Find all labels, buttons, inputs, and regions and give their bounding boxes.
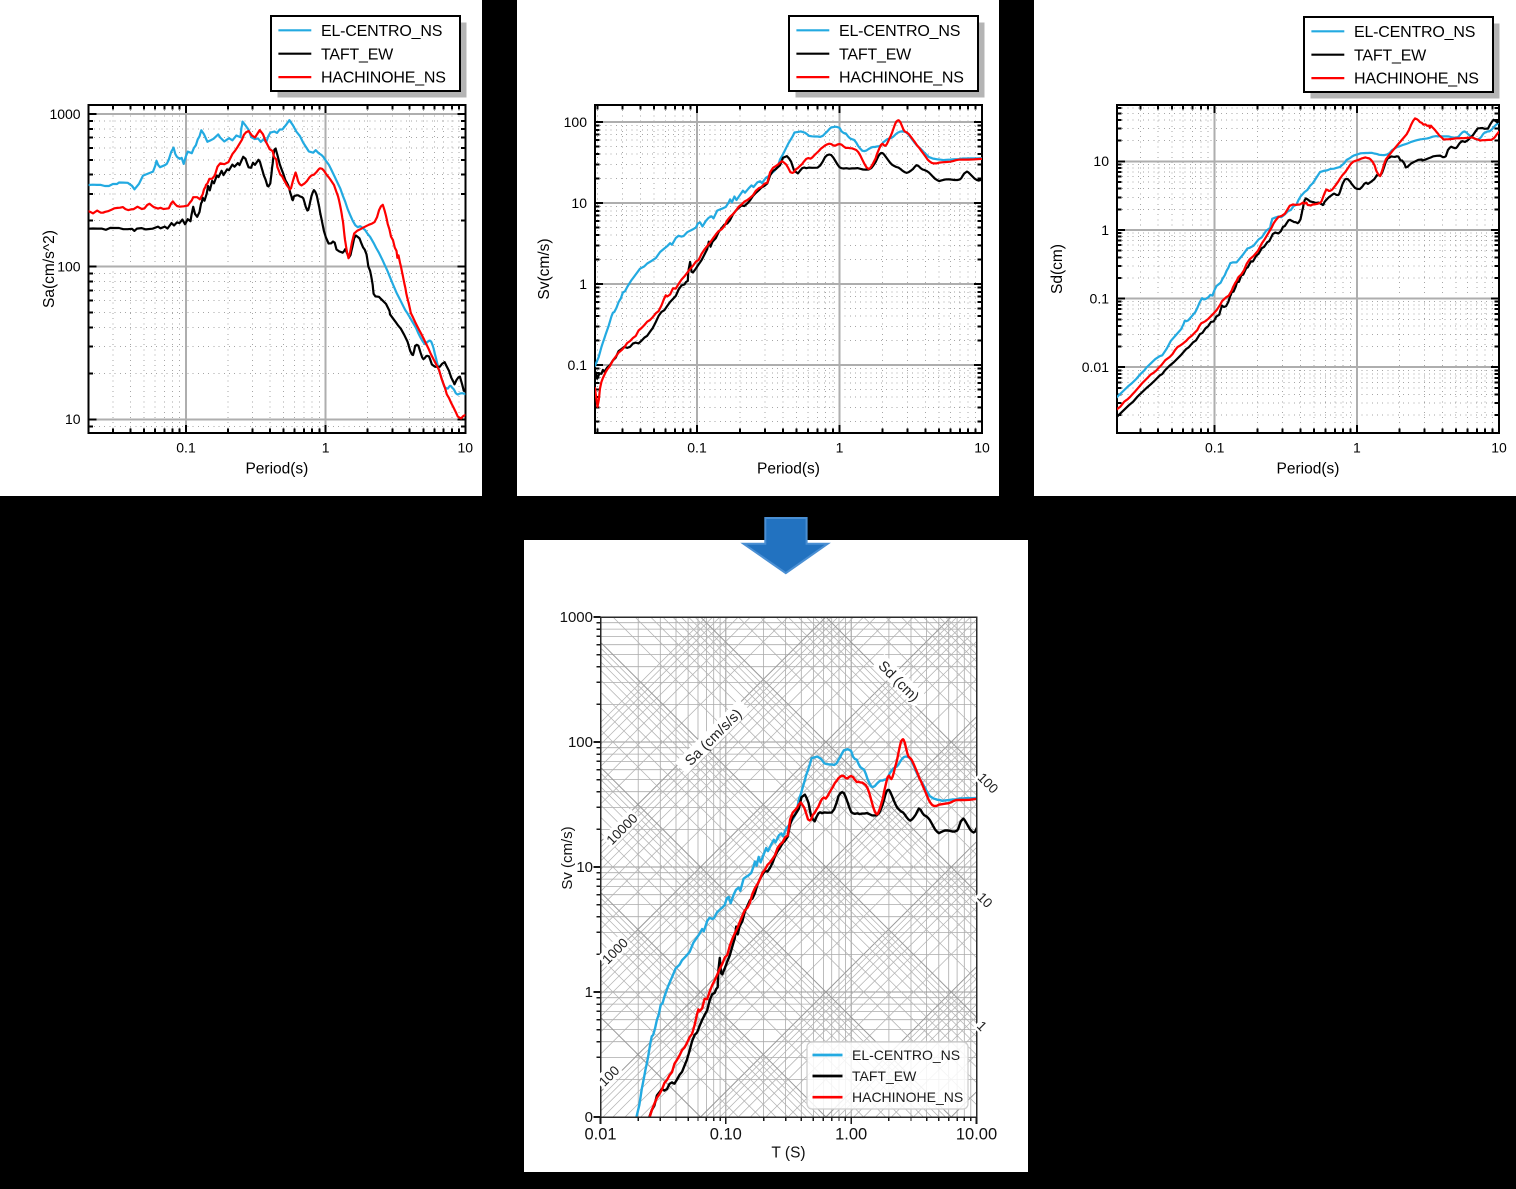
svg-text:0.1: 0.1 xyxy=(1090,290,1110,306)
svg-text:Period(s): Period(s) xyxy=(245,461,308,478)
svg-text:0.1: 0.1 xyxy=(1205,440,1225,456)
svg-text:EL-CENTRO_NS: EL-CENTRO_NS xyxy=(839,23,960,40)
svg-text:1: 1 xyxy=(579,276,587,292)
svg-text:10: 10 xyxy=(1491,440,1507,456)
svg-text:0.01: 0.01 xyxy=(584,1126,616,1144)
svg-text:10.00: 10.00 xyxy=(956,1126,997,1144)
svg-text:100: 100 xyxy=(57,258,81,274)
svg-text:Period(s): Period(s) xyxy=(1277,461,1340,478)
svg-text:0.01: 0.01 xyxy=(1082,359,1109,375)
svg-text:Sv (cm/s): Sv (cm/s) xyxy=(559,826,576,889)
svg-text:HACHINOHE_NS: HACHINOHE_NS xyxy=(839,70,964,87)
svg-text:0: 0 xyxy=(585,1109,593,1126)
svg-text:TAFT_EW: TAFT_EW xyxy=(852,1068,917,1084)
svg-text:10: 10 xyxy=(1093,153,1109,169)
svg-text:EL-CENTRO_NS: EL-CENTRO_NS xyxy=(321,23,442,40)
svg-text:100: 100 xyxy=(564,114,588,130)
svg-text:1: 1 xyxy=(585,984,593,1001)
svg-text:0.1: 0.1 xyxy=(568,357,588,373)
svg-text:Sd(cm): Sd(cm) xyxy=(1049,244,1066,294)
svg-text:TAFT_EW: TAFT_EW xyxy=(1354,47,1427,64)
svg-text:10: 10 xyxy=(974,440,990,456)
svg-text:1: 1 xyxy=(322,440,330,456)
svg-text:10: 10 xyxy=(65,411,81,427)
svg-text:HACHINOHE_NS: HACHINOHE_NS xyxy=(852,1089,963,1105)
svg-text:1: 1 xyxy=(1353,440,1361,456)
svg-text:10: 10 xyxy=(571,195,587,211)
svg-text:Period(s): Period(s) xyxy=(757,461,820,478)
svg-text:1.00: 1.00 xyxy=(835,1126,867,1144)
svg-text:TAFT_EW: TAFT_EW xyxy=(321,46,394,63)
svg-text:1000: 1000 xyxy=(49,106,80,122)
svg-text:0.1: 0.1 xyxy=(687,440,707,456)
svg-text:TAFT_EW: TAFT_EW xyxy=(839,46,912,63)
svg-text:10: 10 xyxy=(458,440,474,456)
svg-text:1000: 1000 xyxy=(560,609,593,626)
svg-text:0.1: 0.1 xyxy=(176,440,196,456)
svg-text:EL-CENTRO_NS: EL-CENTRO_NS xyxy=(852,1047,960,1063)
svg-text:HACHINOHE_NS: HACHINOHE_NS xyxy=(1354,71,1479,88)
svg-text:Sv(cm/s): Sv(cm/s) xyxy=(536,238,553,299)
svg-text:0.10: 0.10 xyxy=(710,1126,742,1144)
svg-text:1: 1 xyxy=(836,440,844,456)
svg-text:1: 1 xyxy=(1101,222,1109,238)
svg-text:Sa(cm/s^2): Sa(cm/s^2) xyxy=(41,230,58,308)
svg-text:100: 100 xyxy=(568,734,593,751)
svg-text:EL-CENTRO_NS: EL-CENTRO_NS xyxy=(1354,24,1475,41)
svg-text:T (S): T (S) xyxy=(771,1145,805,1162)
svg-text:10: 10 xyxy=(576,859,593,876)
svg-text:HACHINOHE_NS: HACHINOHE_NS xyxy=(321,70,446,87)
